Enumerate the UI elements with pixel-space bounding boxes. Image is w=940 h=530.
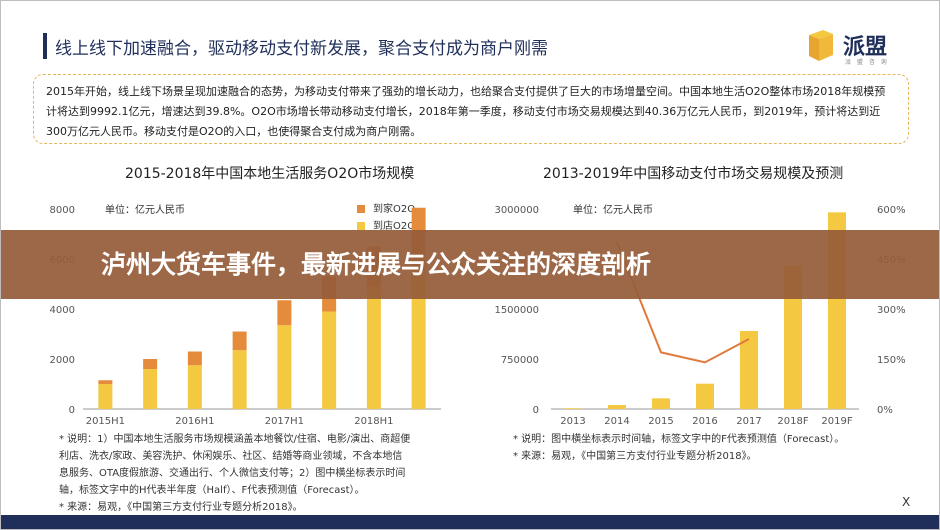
y-tick-label: 4000 (50, 305, 75, 316)
x-tick-label: 2013 (560, 416, 585, 427)
bar-store-o2o (143, 369, 158, 409)
logo-name: 派盟 (843, 35, 888, 60)
logo-subtitle: 派 盟 咨 询 (845, 59, 889, 66)
headline-banner (1, 230, 939, 299)
legend-item-home: 到家O2O (357, 200, 415, 217)
x-tick-label: 2019F (821, 416, 852, 427)
close-button[interactable]: X (902, 495, 911, 509)
y-right-tick-label: 300% (877, 305, 906, 316)
bar-store-o2o (322, 311, 337, 409)
x-tick-label: 2018H1 (354, 416, 393, 427)
title-accent-bar (43, 33, 47, 59)
y-tick-label: 0 (69, 405, 75, 416)
legend-label-store: 到店O2O (373, 221, 416, 232)
y-left-tick-label: 0 (533, 405, 539, 416)
bar-transaction-volume (652, 398, 670, 409)
logo-cube-icon (809, 30, 833, 61)
bar-home-o2o (143, 359, 158, 369)
left-note-line: * 说明：1）中国本地生活服务市场规模涵盖本地餐饮/住宿、电影/演出、商超便 (59, 434, 411, 445)
left-note-line: * 来源：易观，《中国第三方支付行业专题分析2018》。 (59, 502, 303, 513)
bottom-bar (1, 515, 939, 529)
right-chart-title: 2013-2019年中国移动支付市场交易规模及预测 (543, 166, 844, 182)
bar-store-o2o (187, 365, 202, 409)
bar-store-o2o (232, 350, 247, 409)
right-chart-unit: 单位：亿元人民币 (573, 205, 653, 216)
y-right-tick-label: 0% (877, 405, 893, 416)
legend-label-home: 到家O2O (373, 204, 416, 215)
bar-store-o2o (277, 325, 292, 409)
bar-store-o2o (98, 384, 113, 409)
bar-home-o2o (98, 380, 113, 384)
x-tick-label: 2016 (692, 416, 717, 427)
bar-home-o2o (187, 351, 202, 366)
y-tick-label: 8000 (50, 205, 75, 216)
right-note-line: * 来源：易观，《中国第三方支付行业专题分析2018》。 (513, 451, 757, 462)
bar-transaction-volume (740, 331, 758, 409)
x-tick-label: 2017H1 (265, 416, 304, 427)
y-right-tick-label: 600% (877, 205, 906, 216)
y-left-tick-label: 1500000 (494, 305, 539, 316)
left-chart-title: 2015-2018年中国本地生活服务O2O市场规模 (125, 166, 415, 182)
x-tick-label: 2018F (777, 416, 808, 427)
x-tick-label: 2015 (648, 416, 673, 427)
left-chart-legend: 到家O2O 到店O2O (357, 200, 415, 234)
legend-item-store: 到店O2O (357, 217, 415, 234)
left-chart-unit: 单位：亿元人民币 (105, 205, 185, 216)
left-note-line: 轴，标签文字中的H代表半年度（Half）、F代表预测值（Forecast）。 (59, 485, 365, 496)
summary-box: 2015年开始，线上线下场景呈现加速融合的态势，为移动支付带来了强劲的增长动力，… (33, 74, 909, 144)
bar-store-o2o (366, 286, 381, 409)
bar-home-o2o (277, 300, 292, 326)
headline-text: 泸州大货车事件，最新进展与公众关注的深度剖析 (101, 250, 652, 279)
summary-text: 2015年开始，线上线下场景呈现加速融合的态势，为移动支付带来了强劲的增长动力，… (46, 85, 886, 138)
y-left-tick-label: 750000 (501, 355, 539, 366)
y-left-tick-label: 3000000 (494, 205, 539, 216)
bar-transaction-volume (564, 408, 582, 409)
left-chart: 020004000600080002015H12016H12017H12018H… (50, 205, 441, 427)
brand-logo: 派盟 派 盟 咨 询 (805, 27, 915, 67)
right-note-line: * 说明：图中横坐标表示时间轴，标签文字中的F代表预测值（Forecast）。 (513, 434, 845, 445)
x-tick-label: 2017 (736, 416, 761, 427)
left-chart-notes: * 说明：1）中国本地生活服务市场规模涵盖本地餐饮/住宿、电影/演出、商超便 利… (59, 431, 459, 516)
y-right-tick-label: 150% (877, 355, 906, 366)
x-tick-label: 2016H1 (175, 416, 214, 427)
x-tick-label: 2015H1 (86, 416, 125, 427)
bar-transaction-volume (784, 265, 802, 409)
legend-swatch-home (357, 205, 365, 213)
bar-home-o2o (232, 331, 247, 351)
bar-transaction-volume (696, 383, 714, 409)
x-tick-label: 2014 (604, 416, 629, 427)
page-title: 线上线下加速融合，驱动移动支付新发展，聚合支付成为商户刚需 (55, 39, 548, 59)
left-note-line: 利店、洗衣/家政、美容洗护、休闲娱乐、社区、结婚等商业领域，不含本地信 (59, 451, 403, 462)
legend-swatch-store (357, 222, 365, 230)
y-tick-label: 2000 (50, 355, 75, 366)
right-chart-notes: * 说明：图中横坐标表示时间轴，标签文字中的F代表预测值（Forecast）。 … (513, 431, 913, 465)
bar-transaction-volume (608, 405, 626, 409)
right-chart: 07500001500000225000030000000%150%300%45… (494, 205, 906, 427)
left-note-line: 息服务、OTA度假旅游、交通出行、个人微信支付等；2）图中横坐标表示时间 (59, 468, 406, 479)
